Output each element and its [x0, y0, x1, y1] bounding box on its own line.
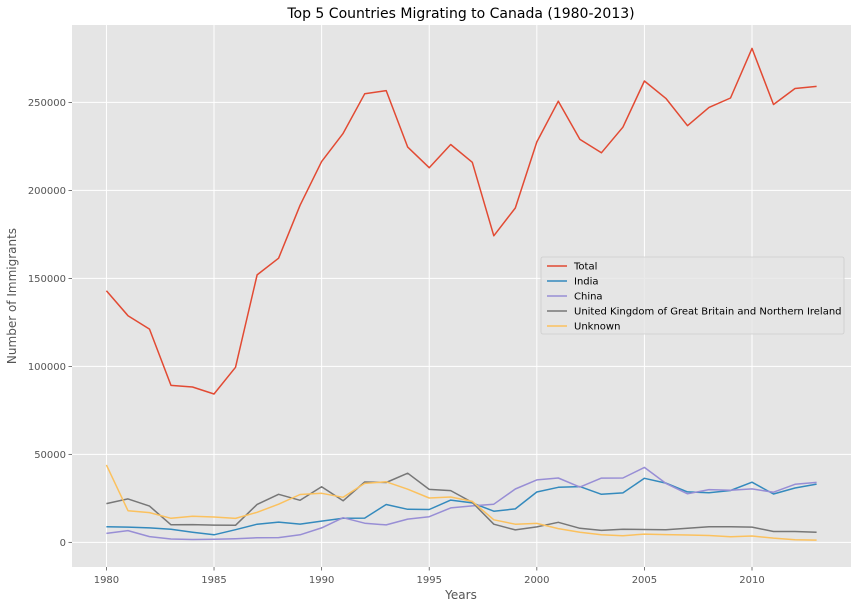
series-line — [106, 472, 817, 533]
chart-title: Top 5 Countries Migrating to Canada (198… — [286, 6, 634, 22]
legend-label: China — [574, 292, 603, 303]
y-axis-label: Number of Immigrants — [5, 228, 19, 364]
x-tick-label: 2010 — [739, 575, 764, 586]
legend-label: India — [574, 277, 599, 288]
legend-label: Total — [573, 262, 597, 273]
y-tick-label: 250000 — [28, 98, 66, 109]
y-tick-label: 50000 — [34, 450, 66, 461]
y-tick-label: 150000 — [28, 274, 66, 285]
legend-box — [540, 256, 845, 335]
x-tick-label: 2000 — [524, 575, 549, 586]
x-axis-label: Years — [444, 588, 477, 602]
series-lines — [105, 47, 817, 541]
y-tick-label: 100000 — [28, 362, 66, 373]
legend-label: United Kingdom of Great Britain and Nort… — [574, 307, 842, 318]
x-tick-label: 2005 — [632, 575, 657, 586]
y-tick-labels: 0 50000 100000 150000 200000 250000 — [28, 98, 72, 549]
y-tick-label: 0 — [60, 538, 66, 549]
legend: Total India China United Kingdom of Great B… — [540, 256, 845, 335]
x-tick-label: 1995 — [416, 575, 441, 586]
x-tick-label: 1985 — [201, 575, 226, 586]
series-line — [105, 464, 817, 541]
x-tick-label: 1990 — [309, 575, 334, 586]
series-line — [106, 466, 817, 541]
legend-label: Unknown — [574, 322, 620, 333]
series-line — [105, 47, 817, 395]
y-tick-label: 200000 — [28, 186, 66, 197]
x-tick-labels: 1980 1985 1990 1995 2000 2005 2010 — [94, 567, 765, 586]
x-tick-label: 1980 — [94, 575, 119, 586]
